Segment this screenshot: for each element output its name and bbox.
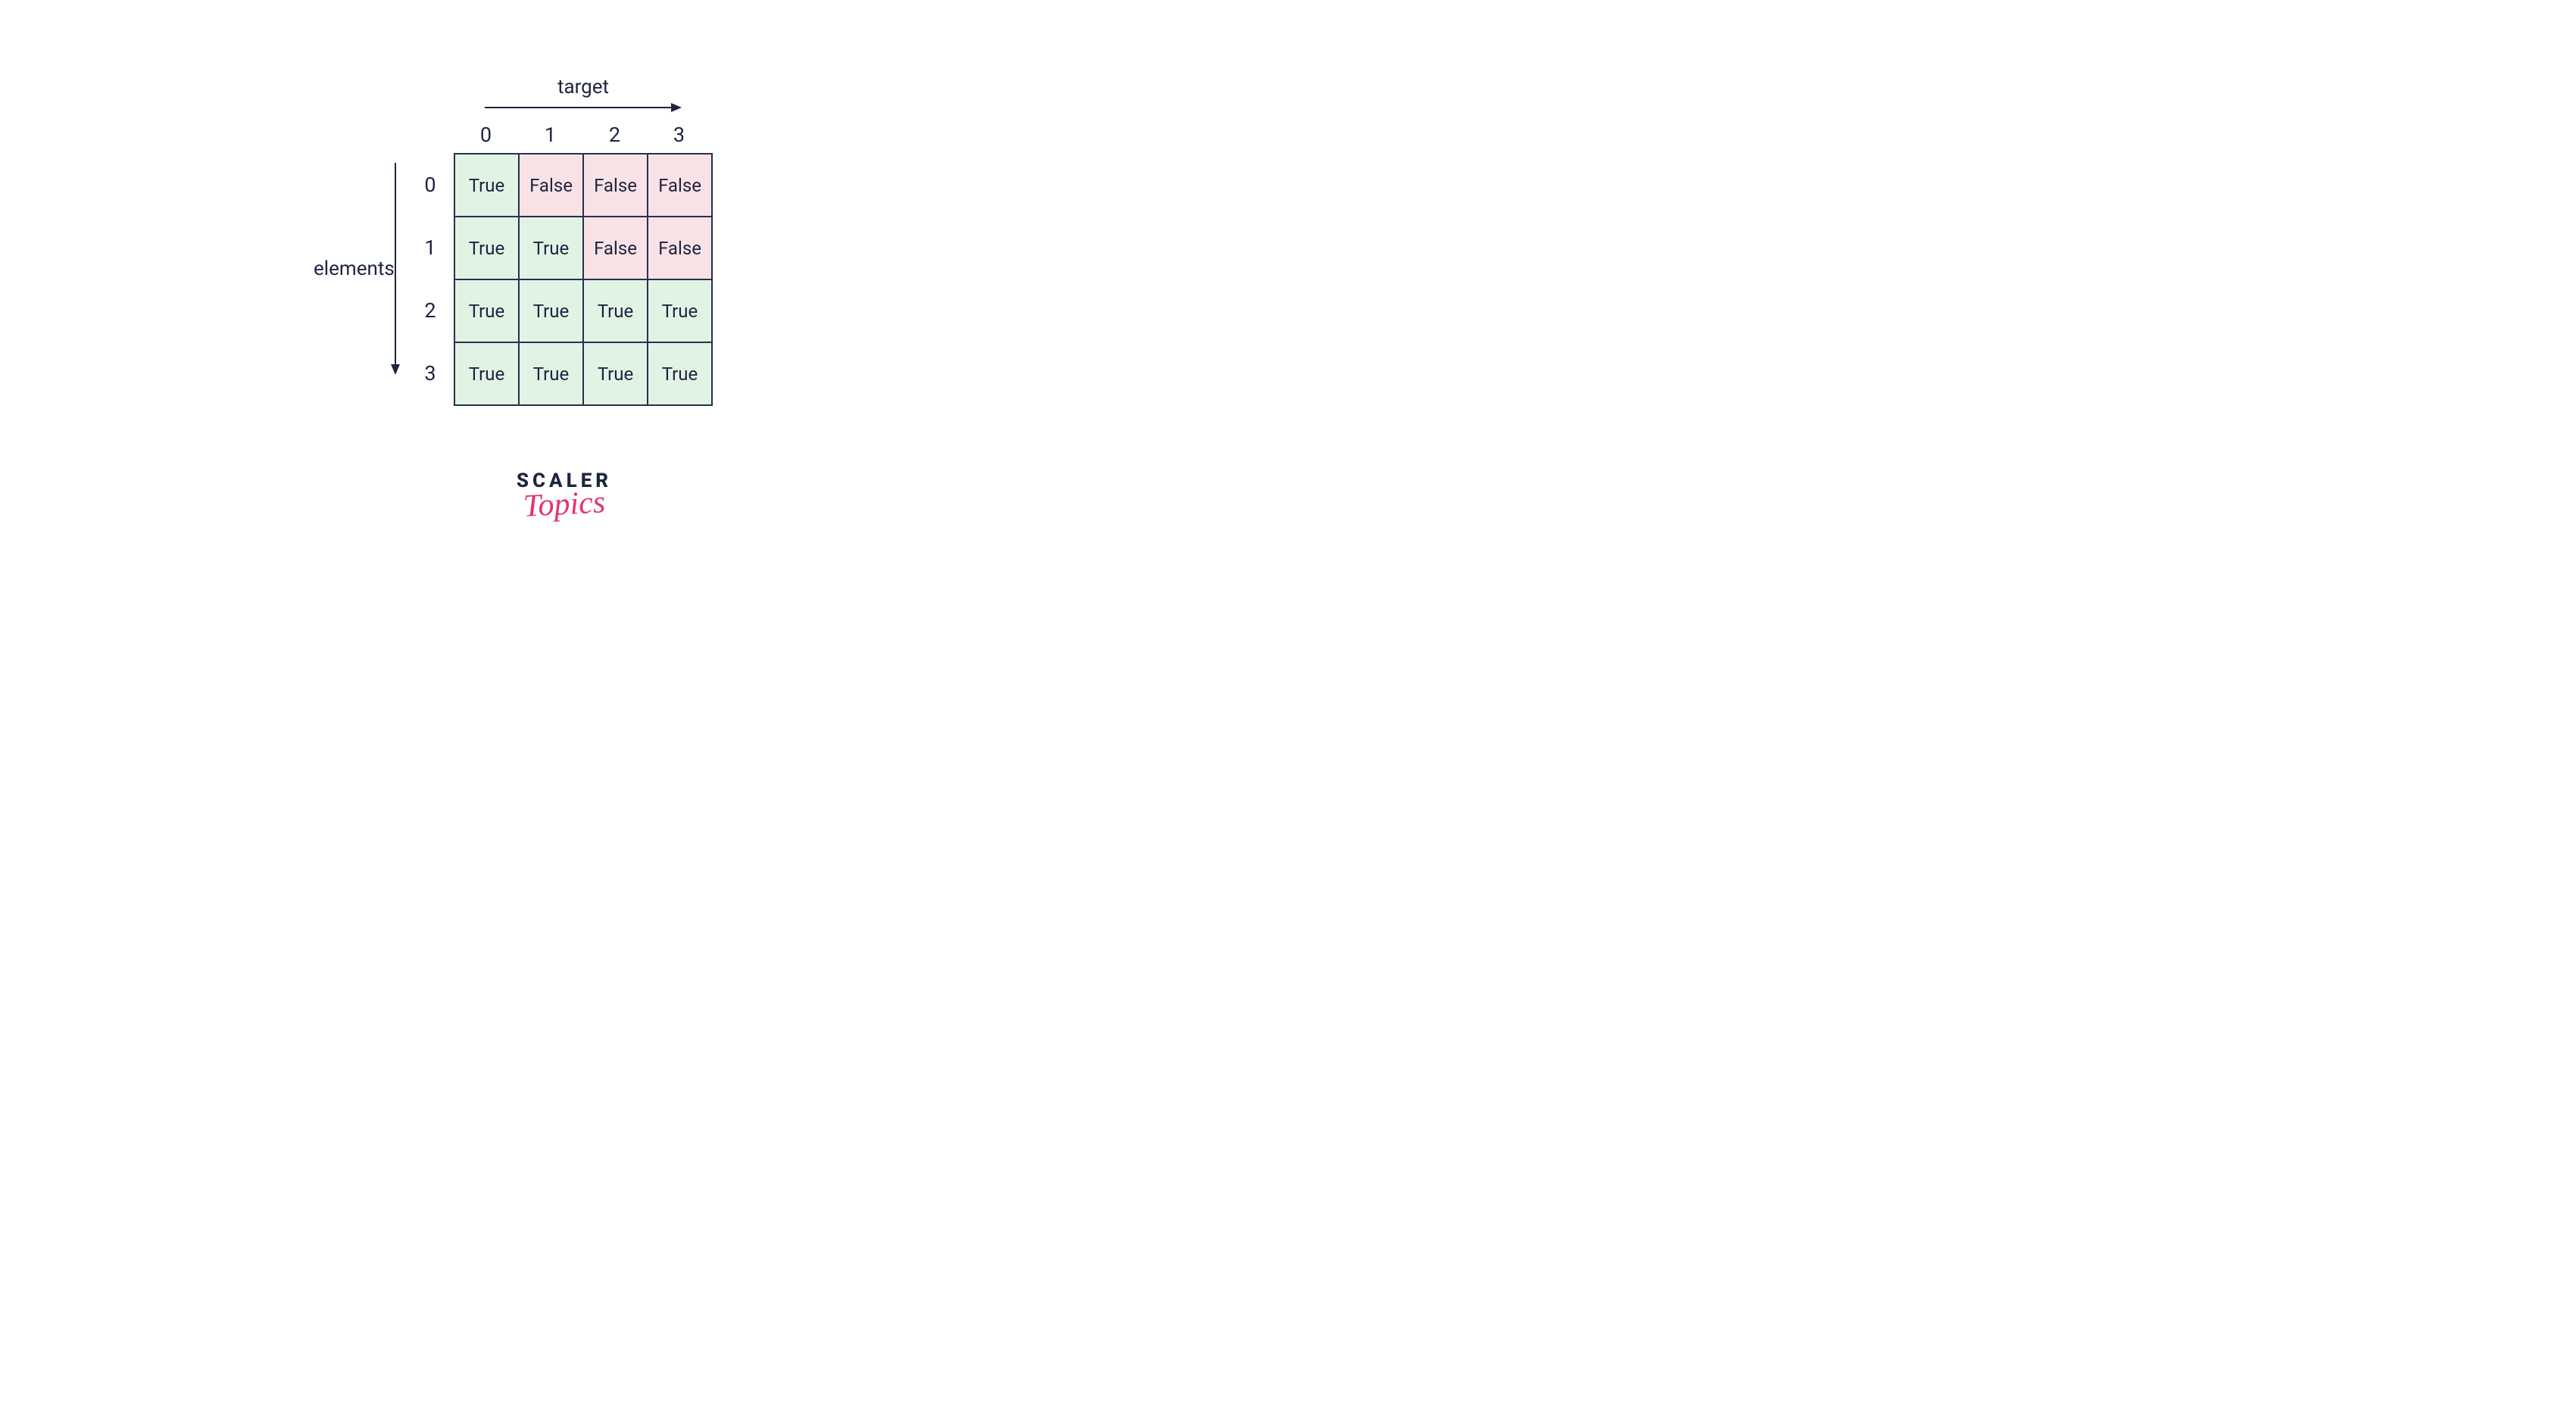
row-header: 0 — [416, 153, 454, 216]
table-cell: False — [519, 154, 583, 217]
table-row: TrueTrueTrueTrue — [454, 279, 712, 342]
row-headers: 0123 — [416, 153, 454, 406]
left-axis-arrow — [389, 163, 401, 378]
table-cell: True — [454, 342, 519, 405]
column-header: 0 — [454, 123, 518, 153]
table-cell: False — [583, 154, 648, 217]
column-header: 3 — [647, 123, 711, 153]
left-axis-label: elements — [314, 257, 395, 280]
table-row: TrueTrueTrueTrue — [454, 342, 712, 405]
table-cell: True — [454, 279, 519, 342]
table-cell: True — [648, 342, 712, 405]
table-cell: True — [454, 154, 519, 217]
column-headers: 0123 — [454, 123, 713, 153]
row-header: 3 — [416, 342, 454, 404]
column-header: 2 — [582, 123, 647, 153]
logo-sub-text: Topics — [516, 484, 614, 526]
table-cell: False — [648, 217, 712, 279]
table-cell: True — [519, 279, 583, 342]
table-cell: True — [648, 279, 712, 342]
brand-logo: SCALER Topics — [517, 470, 612, 523]
table-cell: True — [583, 342, 648, 405]
table-row: TrueTrueFalseFalse — [454, 217, 712, 279]
table-cell: True — [519, 217, 583, 279]
table-row: TrueFalseFalseFalse — [454, 154, 712, 217]
row-header: 1 — [416, 216, 454, 279]
dp-table-diagram: target elements 0123 0123 TrueFalseFalse… — [416, 76, 713, 406]
column-header: 1 — [518, 123, 582, 153]
row-header: 2 — [416, 279, 454, 342]
table-cell: False — [583, 217, 648, 279]
table-cell: True — [519, 342, 583, 405]
top-axis-label: target — [454, 76, 713, 98]
table-cell: False — [648, 154, 712, 217]
table-cell: True — [454, 217, 519, 279]
top-axis-arrow — [454, 101, 713, 117]
table-cell: True — [583, 279, 648, 342]
dp-grid: TrueFalseFalseFalseTrueTrueFalseFalseTru… — [454, 153, 713, 406]
